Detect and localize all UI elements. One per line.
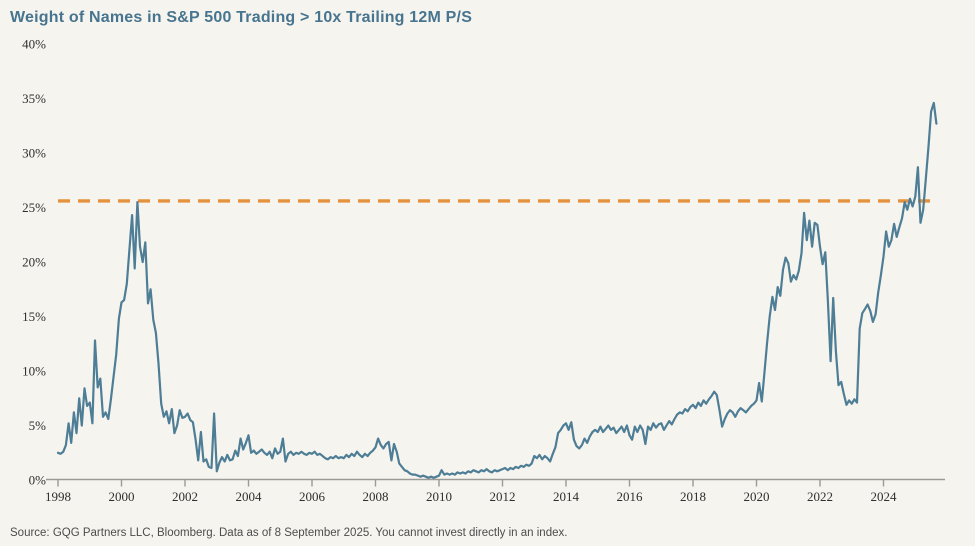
y-axis-tick-label: 30%	[22, 146, 46, 161]
x-axis-tick-label: 1998	[45, 489, 71, 504]
y-axis-tick-label: 5%	[29, 418, 47, 433]
y-axis-tick-label: 40%	[22, 37, 46, 52]
x-axis-tick-label: 2000	[109, 489, 135, 504]
y-axis-tick-label: 15%	[22, 309, 46, 324]
x-axis-tick-label: 2024	[871, 489, 898, 504]
y-axis-tick-label: 35%	[22, 91, 46, 106]
chart-title: Weight of Names in S&P 500 Trading > 10x…	[10, 9, 473, 26]
series-line	[56, 101, 938, 479]
y-axis-tick-label: 20%	[22, 255, 46, 270]
x-axis-tick-label: 2012	[490, 489, 516, 504]
x-axis-tick-label: 2022	[807, 489, 833, 504]
source-note: Source: GQG Partners LLC, Bloomberg. Dat…	[10, 527, 568, 539]
x-axis-tick-label: 2014	[553, 489, 580, 504]
y-axis-tick-label: 0%	[29, 473, 47, 488]
x-axis-tick-label: 2002	[172, 489, 198, 504]
x-axis-tick-label: 2016	[617, 489, 644, 504]
x-axis-tick-label: 2018	[680, 489, 706, 504]
x-axis-tick-label: 2010	[426, 489, 452, 504]
x-axis-tick-label: 2008	[363, 489, 389, 504]
y-axis-tick-label: 10%	[22, 364, 46, 379]
y-axis-tick-label: 25%	[22, 200, 46, 215]
x-axis-tick-label: 2020	[744, 489, 770, 504]
x-axis-tick-label: 2004	[236, 489, 263, 504]
x-axis-tick-label: 2006	[299, 489, 326, 504]
